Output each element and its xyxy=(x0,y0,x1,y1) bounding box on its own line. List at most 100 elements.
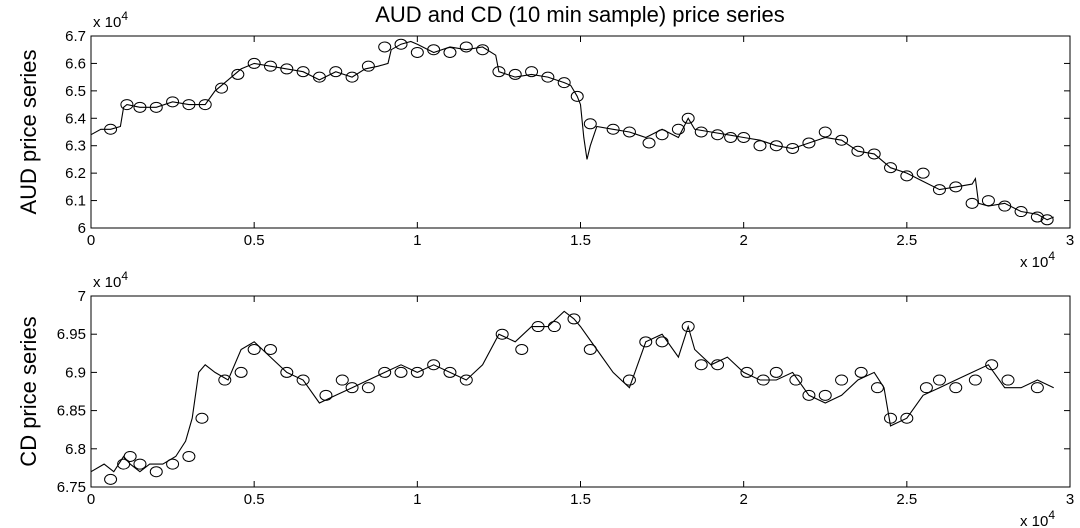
data-point-marker xyxy=(851,145,865,157)
data-point-marker xyxy=(361,382,375,394)
data-point-marker xyxy=(182,450,196,462)
y-multiplier: x 104 xyxy=(93,9,128,31)
data-point-marker xyxy=(133,101,147,113)
data-point-marker xyxy=(218,374,232,386)
data-point-marker xyxy=(495,328,509,340)
data-point-marker xyxy=(985,359,999,371)
data-point-marker xyxy=(622,374,636,386)
data-point-marker xyxy=(427,359,441,371)
x-tick-label: 1 xyxy=(413,491,421,508)
data-point-marker xyxy=(1014,206,1028,218)
data-point-marker xyxy=(711,129,725,141)
data-point-marker xyxy=(949,382,963,394)
data-point-marker xyxy=(1001,374,1015,386)
y-tick-label: 6.3 xyxy=(65,138,86,155)
data-point-marker xyxy=(681,112,695,124)
x-multiplier: x 104 xyxy=(1020,249,1055,271)
data-point-marker xyxy=(427,44,441,56)
data-point-marker xyxy=(753,140,767,152)
y-tick-label: 6 xyxy=(78,220,86,237)
data-point-marker xyxy=(525,66,539,78)
data-point-marker xyxy=(329,66,343,78)
data-point-marker xyxy=(998,200,1012,212)
data-point-marker xyxy=(769,140,783,152)
x-tick-label: 0 xyxy=(87,232,95,249)
data-point-marker xyxy=(133,458,147,470)
data-point-marker xyxy=(394,38,408,50)
data-point-marker xyxy=(394,366,408,378)
data-point-marker xyxy=(508,68,522,80)
data-point-marker xyxy=(867,148,881,160)
data-point-marker xyxy=(492,66,506,78)
x-tick-label: 3 xyxy=(1066,232,1074,249)
data-point-marker xyxy=(459,374,473,386)
data-point-marker xyxy=(919,382,933,394)
data-point-marker xyxy=(900,412,914,424)
y-tick-label: 6.4 xyxy=(65,110,86,127)
data-point-marker xyxy=(195,412,209,424)
y-tick-label: 6.5 xyxy=(65,83,86,100)
data-point-marker xyxy=(410,46,424,58)
data-point-marker xyxy=(583,118,597,130)
data-point-marker xyxy=(655,336,669,348)
data-point-marker xyxy=(870,382,884,394)
data-point-marker xyxy=(818,126,832,138)
data-point-marker xyxy=(296,374,310,386)
data-point-marker xyxy=(711,359,725,371)
data-point-marker xyxy=(639,336,653,348)
y-tick-label: 6.2 xyxy=(65,165,86,182)
y-tick-label: 6.7 xyxy=(65,28,86,45)
data-point-marker xyxy=(280,366,294,378)
y-multiplier: x 104 xyxy=(93,269,128,291)
data-point-marker xyxy=(247,57,261,69)
plot-area xyxy=(90,295,1071,488)
data-point-marker xyxy=(671,123,685,135)
data-point-marker xyxy=(583,343,597,355)
data-point-marker xyxy=(694,359,708,371)
data-point-marker xyxy=(263,60,277,72)
aud-price-panel: 0 0.5 1 1.5 2 2.5 3 6 6.1 6.2 6.3 6.4 6.5 6.6 6.7 x 104… xyxy=(16,9,1074,271)
data-point-marker xyxy=(965,197,979,209)
data-point-marker xyxy=(476,44,490,56)
y-tick-label: 6.9 xyxy=(65,364,86,381)
data-point-marker xyxy=(567,313,581,325)
plot-area xyxy=(90,35,1071,229)
data-point-marker xyxy=(263,343,277,355)
data-point-marker xyxy=(932,184,946,196)
data-point-marker xyxy=(932,374,946,386)
data-point-marker xyxy=(900,170,914,182)
data-point-marker xyxy=(949,181,963,193)
data-point-marker xyxy=(247,343,261,355)
x-tick-label: 2 xyxy=(739,232,747,249)
data-point-marker xyxy=(606,123,620,135)
x-tick-label: 2 xyxy=(739,491,747,508)
data-point-marker xyxy=(296,66,310,78)
data-point-marker xyxy=(361,60,375,72)
y-tick-label: 6.75 xyxy=(57,479,86,496)
data-point-marker xyxy=(818,389,832,401)
data-point-marker xyxy=(312,71,326,83)
data-point-marker xyxy=(835,134,849,146)
y-tick-label: 6.1 xyxy=(65,193,86,210)
data-point-marker xyxy=(120,99,134,111)
data-point-marker xyxy=(756,374,770,386)
data-point-marker xyxy=(835,374,849,386)
data-point-marker xyxy=(345,71,359,83)
data-point-marker xyxy=(166,96,180,108)
x-multiplier: x 104 xyxy=(1020,508,1055,528)
x-tick-label: 1 xyxy=(413,232,421,249)
x-tick-label: 2.5 xyxy=(896,491,917,508)
data-point-marker xyxy=(802,389,816,401)
data-point-marker xyxy=(319,389,333,401)
data-point-marker xyxy=(123,450,137,462)
x-tick-label: 3 xyxy=(1066,491,1074,508)
data-point-marker xyxy=(231,68,245,80)
data-point-marker xyxy=(884,162,898,174)
chart-title: AUD and CD (10 min sample) price series xyxy=(375,2,785,27)
data-point-marker xyxy=(1030,211,1044,223)
data-point-marker xyxy=(1030,382,1044,394)
data-point-marker xyxy=(166,458,180,470)
data-point-marker xyxy=(378,366,392,378)
data-point-marker xyxy=(737,131,751,143)
